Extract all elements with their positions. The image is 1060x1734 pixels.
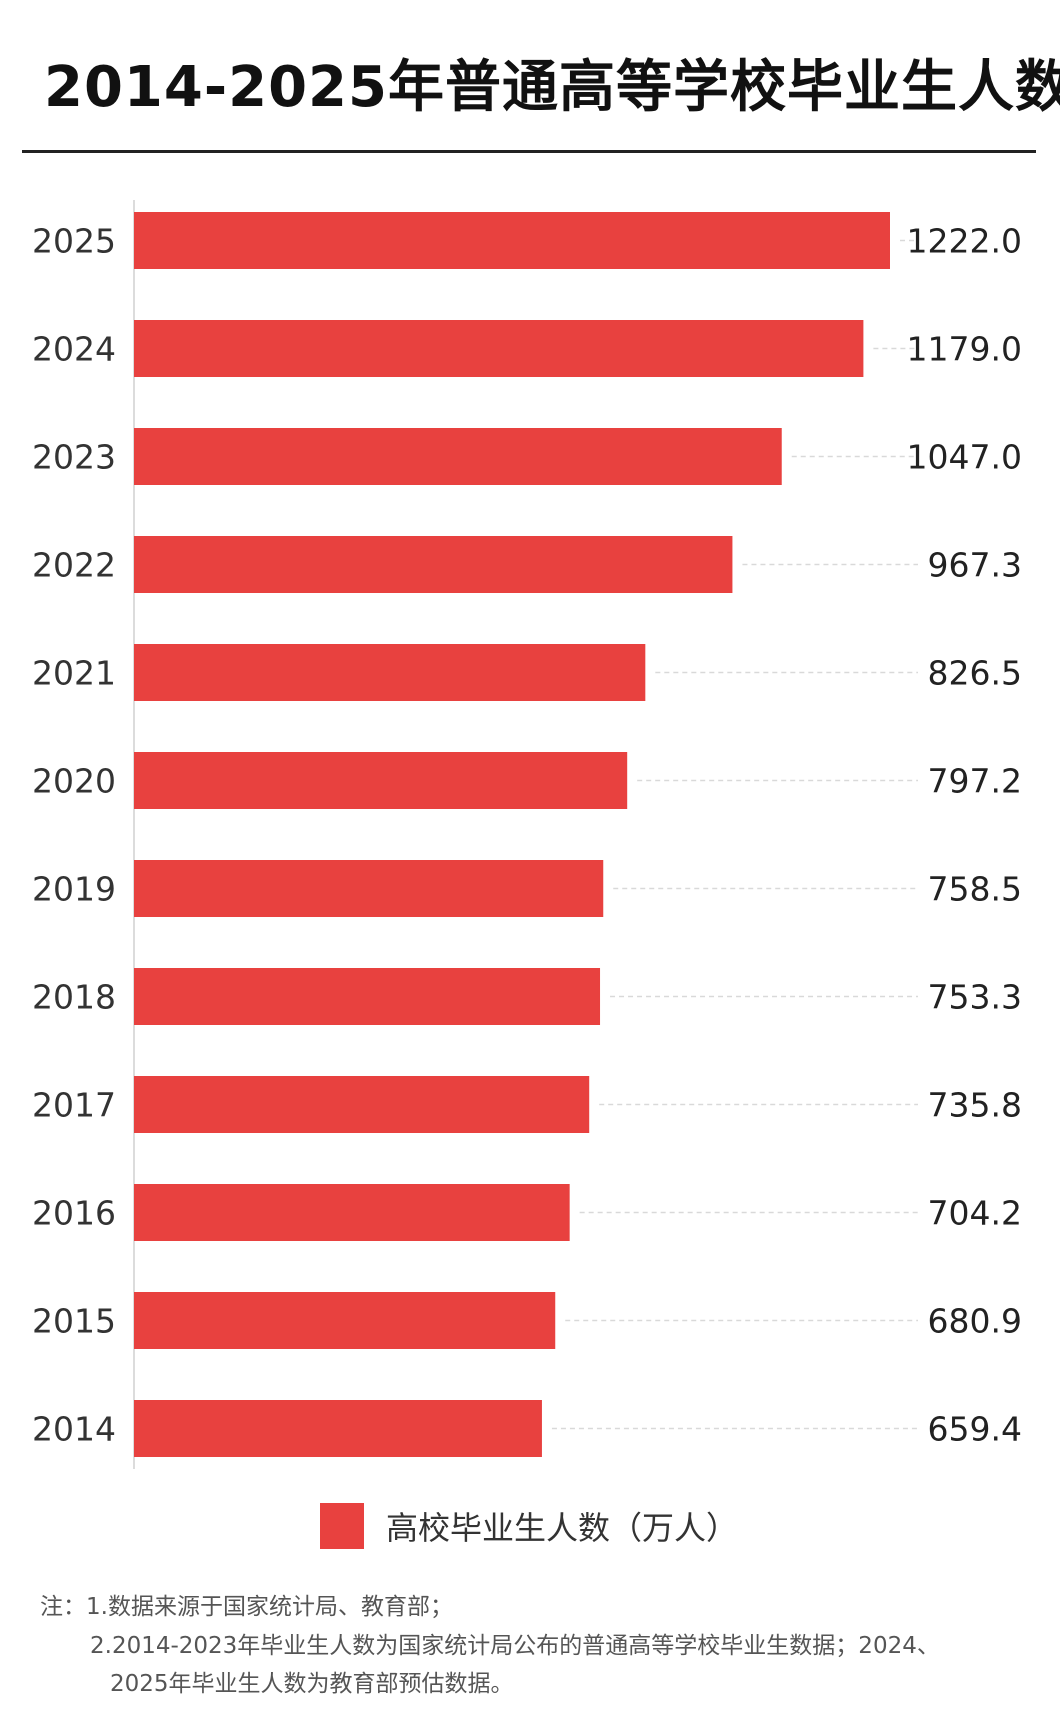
value-label-2023: 1047.0 [907,438,1022,477]
bar-2017 [134,1076,590,1133]
category-label-2014: 2014 [32,1410,116,1449]
category-label-2018: 2018 [32,978,116,1017]
value-label-2022: 967.3 [928,546,1022,585]
bar-2023 [134,428,782,485]
value-label-2017: 735.8 [928,1086,1022,1125]
category-label-2020: 2020 [32,762,116,801]
category-label-2022: 2022 [32,546,116,585]
bar-chart: 2025 1222.0 2024 1179.0 2023 1047.0 2022 967.3 2… [32,200,1022,1469]
value-label-2018: 753.3 [928,978,1022,1017]
category-label-2016: 2016 [32,1194,116,1233]
value-label-2020: 797.2 [928,762,1022,801]
bar-2016 [134,1184,570,1241]
category-label-2017: 2017 [32,1086,116,1125]
category-label-2023: 2023 [32,438,116,477]
note-line-1: 注：1.数据来源于国家统计局、教育部； [40,1594,453,1620]
category-label-2024: 2024 [32,330,116,369]
legend-swatch [320,1503,364,1549]
value-label-2015: 680.9 [928,1302,1022,1341]
category-label-2015: 2015 [32,1302,116,1341]
category-label-2021: 2021 [32,654,116,693]
bar-2022 [134,536,733,593]
bar-2020 [134,752,628,809]
bar-2019 [134,860,604,917]
bar-2018 [134,968,601,1025]
bar-2015 [134,1292,556,1349]
value-label-2016: 704.2 [928,1194,1022,1233]
value-label-2019: 758.5 [928,870,1022,909]
title-divider [22,150,1036,153]
value-label-2014: 659.4 [928,1410,1022,1449]
category-label-2019: 2019 [32,870,116,909]
value-label-2024: 1179.0 [907,330,1022,369]
bar-2014 [134,1400,542,1457]
note-line-3: 2025年毕业生人数为教育部预估数据。 [110,1671,514,1697]
bar-2025 [134,212,890,269]
legend-label: 高校毕业生人数（万人） [386,1509,739,1547]
note-line-2: 2.2014-2023年毕业生人数为国家统计局公布的普通高等学校毕业生数据；20… [90,1633,940,1659]
legend: 高校毕业生人数（万人） [320,1502,738,1550]
value-label-2021: 826.5 [928,654,1022,693]
category-label-2025: 2025 [32,222,116,261]
chart-title: 2014-2025年普通高等学校毕业生人数 [44,55,1060,120]
value-label-2025: 1222.0 [907,222,1022,261]
bar-2021 [134,644,646,701]
bar-2024 [134,320,864,377]
